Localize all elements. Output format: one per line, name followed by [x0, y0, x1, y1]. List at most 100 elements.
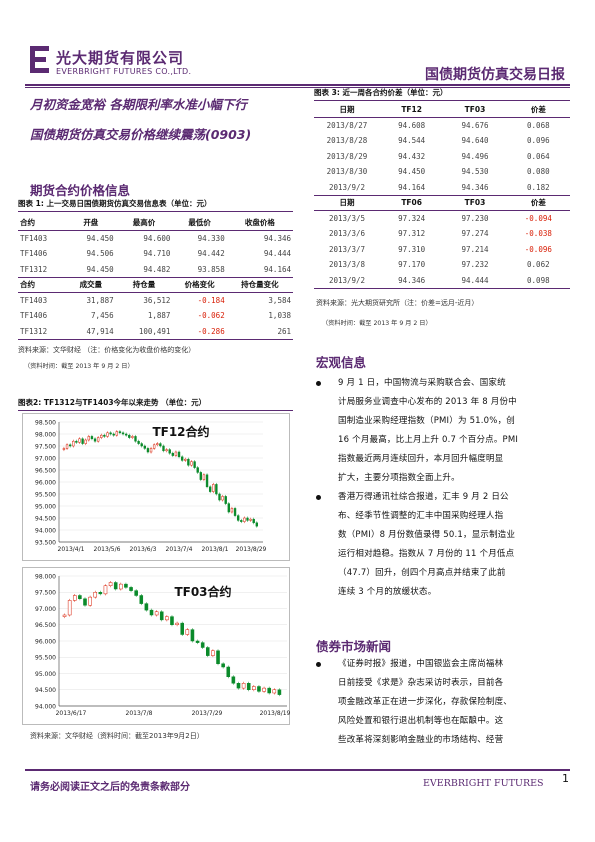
- bullet-line: 日前接受《求是》杂志采访时表示，目前各: [338, 678, 504, 688]
- y-tick-label: 95.000: [35, 671, 56, 678]
- candle: [170, 616, 174, 625]
- candle: [78, 438, 81, 443]
- candle: [112, 433, 115, 436]
- table-cell: TF1312: [20, 264, 48, 274]
- candle: [146, 448, 150, 453]
- table-cell: 94.450: [398, 167, 426, 177]
- candle: [134, 436, 137, 442]
- x-tick-label: 2013/5/6: [94, 546, 121, 553]
- table-row: 2013/8/29 94.432 94.496 0.064: [314, 149, 570, 165]
- table-cell: 97.312: [398, 229, 426, 239]
- table-row: 2013/3/7 97.310 97.214 -0.096: [314, 242, 570, 258]
- chart-title: TF12合约: [152, 424, 209, 439]
- table1-header-row: 合约 成交量 持仓量 价格变化 持仓量变化: [18, 277, 293, 293]
- candle: [113, 582, 118, 590]
- table1-header-cell: 价格变化: [184, 280, 215, 290]
- table3-header-cell: TF03: [464, 198, 486, 208]
- candle: [75, 440, 78, 443]
- table-cell: 2013/3/8: [328, 260, 366, 270]
- bullet-line: 数（PMI）8 月份数值录得 50.1，显示制造业: [338, 530, 516, 540]
- candle: [252, 518, 255, 524]
- bullet-line: （47.7）回升，创四个月高点并结束了此前: [338, 568, 506, 578]
- table-cell: 94.600: [143, 234, 171, 243]
- candle: [68, 444, 72, 447]
- table1-header-cell: 成交量: [79, 280, 103, 290]
- candle: [84, 439, 87, 444]
- section-bond-news: 债券市场新闻: [316, 639, 392, 654]
- candle: [118, 431, 122, 434]
- table-cell: 94.506: [86, 249, 114, 259]
- chart-tf03: 98.000 97.500 97.000 96.500 96.000 95.500 95.0…: [22, 567, 291, 725]
- table-row: 2013/8/28 94.544 94.640 0.096: [314, 133, 570, 149]
- candle: [202, 474, 206, 480]
- candle: [208, 486, 212, 492]
- footer-divider: [25, 769, 570, 771]
- bullet-line: 风险处置和银行退出机制等也在酝酿中。这: [338, 716, 504, 726]
- candle: [171, 452, 175, 456]
- candle: [249, 518, 252, 521]
- bullet-line: 16 个月最高，比上月上升 0.7 个百分点。PMI: [338, 435, 519, 445]
- bullet-icon: [316, 662, 321, 667]
- table-cell: 94.444: [461, 275, 489, 285]
- candle: [72, 595, 77, 601]
- header-divider: [25, 84, 570, 86]
- candle: [221, 496, 224, 501]
- candle: [119, 583, 123, 590]
- table1-header-cell: 合约: [20, 218, 35, 227]
- y-tick-label: 97.000: [35, 606, 56, 613]
- table-cell: 94.330: [197, 234, 225, 243]
- table-cell: 2013/3/7: [328, 244, 366, 254]
- bullet-line: 计局服务业调查中心发布的 2013 年 8 月份中: [338, 397, 517, 407]
- table-cell: -0.062: [197, 311, 225, 321]
- candle: [139, 595, 144, 604]
- y-tick-label: 95.500: [35, 491, 56, 498]
- table-cell: 97.324: [398, 214, 426, 223]
- table-row: 2013/8/30 94.450 94.530 0.080: [314, 164, 570, 180]
- y-tick-label: 98.000: [35, 573, 56, 580]
- table1-date-note: （资料时间：截至 2013 年 9 月 2 日）: [24, 363, 134, 370]
- table1-header-row: 合约 开盘 最高价 最低价 收盘价格: [18, 215, 293, 231]
- candle: [96, 437, 100, 442]
- table3-header-cell: 价差: [530, 198, 546, 208]
- table1-header-cell: 开盘: [83, 218, 99, 227]
- candle: [212, 484, 215, 492]
- candle: [221, 663, 225, 668]
- table-cell: 94.442: [197, 249, 225, 259]
- candle: [200, 642, 205, 648]
- table-cell: 97.310: [398, 244, 426, 254]
- y-tick-label: 97.000: [35, 455, 56, 462]
- candle: [185, 629, 190, 635]
- candle: [159, 443, 162, 447]
- table-cell: TF1406: [20, 311, 48, 321]
- macro-bullet-1: 9 月 1 日，中国物流与采购联合会、国家统 计局服务业调查中心发布的 2013…: [316, 374, 574, 488]
- table3-header-cell: TF12: [401, 105, 422, 114]
- candle: [159, 611, 164, 621]
- y-tick-label: 93.500: [35, 539, 56, 546]
- table-cell: 97.170: [398, 260, 426, 270]
- chart-title: TF03合约: [174, 584, 231, 599]
- footer-disclaimer[interactable]: 请务必阅读正文之后的免责条款部分: [30, 782, 190, 793]
- candle: [103, 434, 106, 437]
- table-cell: 97.230: [461, 214, 489, 223]
- company-logo-icon: [30, 46, 50, 73]
- y-tick-label: 96.500: [35, 467, 56, 474]
- table-cell: 94.450: [86, 234, 114, 243]
- y-tick-label: 94.500: [35, 687, 56, 694]
- table-cell: -0.038: [524, 229, 552, 239]
- candle: [277, 689, 282, 695]
- y-tick-label: 94.500: [35, 515, 56, 522]
- candle: [109, 432, 112, 435]
- table-cell: 94.450: [86, 264, 114, 274]
- company-name-en: EVERBRIGHT FUTURES CO.,LTD.: [56, 67, 192, 76]
- candle: [190, 629, 195, 642]
- candle: [88, 596, 92, 606]
- bullet-line: 连续 3 个月的放缓状态。: [338, 587, 437, 597]
- chart-caption: 图表2: TF1312与TF1403今年以来走势 （单位：元）: [18, 397, 293, 411]
- candle: [140, 443, 143, 447]
- table-cell: 261: [277, 326, 291, 336]
- candle: [230, 508, 234, 513]
- table-cell: 1,038: [268, 311, 291, 321]
- chart-source: 资料来源：文华财经（资料时间：截至2013年9月2日）: [30, 732, 204, 740]
- candle: [115, 431, 119, 436]
- candle: [67, 600, 72, 616]
